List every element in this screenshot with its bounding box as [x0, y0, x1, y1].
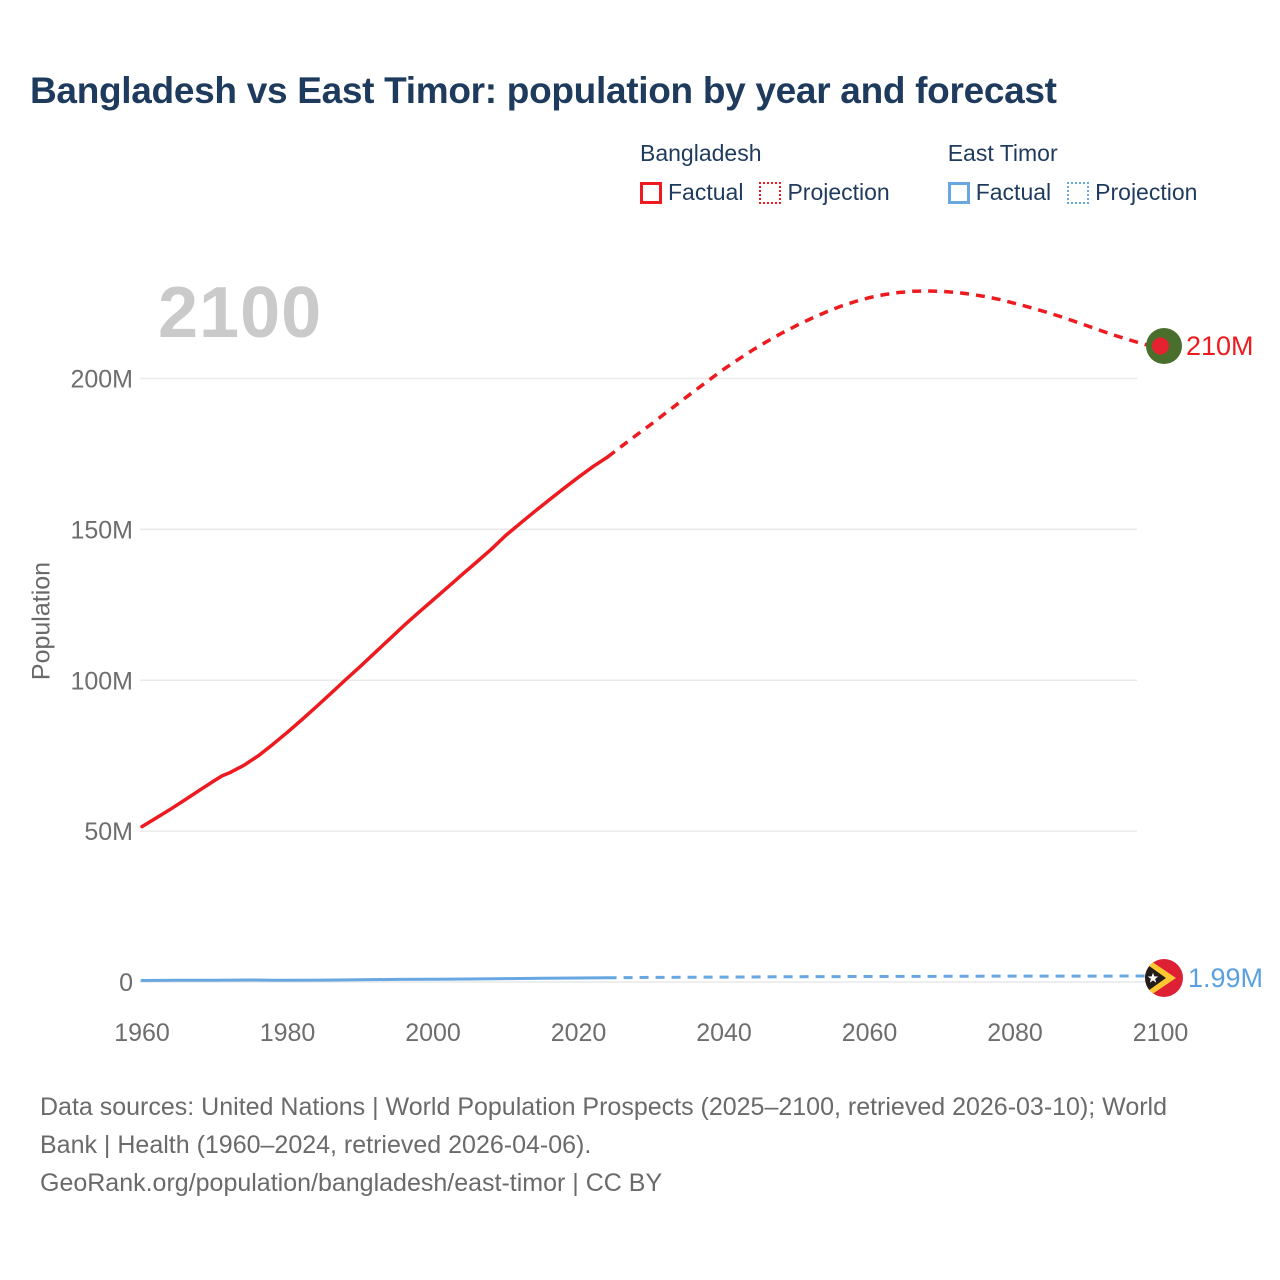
- legend-group-east-timor: East Timor Factual Projection: [947, 140, 1197, 206]
- series-line-east-timor-factual: [140, 976, 610, 982]
- legend-item-bangladesh-projection: Projection: [759, 179, 890, 206]
- solid-blue-swatch-icon: [947, 181, 970, 204]
- series-line-bangladesh-projection: [606, 289, 1161, 459]
- y-tick-label: 50M: [84, 818, 133, 846]
- x-tick-label: 1960: [114, 1019, 170, 1047]
- legend-group-title: Bangladesh: [640, 140, 762, 166]
- x-tick-label: 2060: [842, 1019, 898, 1047]
- legend: Bangladesh Factual Projection East Timor…: [640, 140, 1197, 206]
- data-sources-text: Data sources: United Nations | World Pop…: [40, 1093, 1168, 1159]
- dotted-red-swatch-icon: [759, 181, 782, 204]
- gridlines: [140, 377, 1176, 983]
- bangladesh-end-value-label: 210M: [1186, 331, 1254, 361]
- solid-red-swatch-icon: [640, 181, 662, 204]
- y-tick-label: 200M: [70, 366, 133, 394]
- east-timor-end-value-label: 1.99M: [1188, 963, 1263, 993]
- x-tick-label: 2080: [987, 1019, 1043, 1047]
- legend-item-east-timor-projection: Projection: [1067, 179, 1197, 206]
- y-tick-label: 100M: [70, 667, 133, 695]
- y-axis-tick-labels: 0 50M 100M 150M 200M: [70, 366, 133, 998]
- east-timor-flag-icon: [1145, 959, 1183, 997]
- x-tick-label: 2100: [1133, 1019, 1189, 1047]
- y-tick-label: 0: [119, 969, 133, 997]
- attribution-text: GeoRank.org/population/bangladesh/east-t…: [40, 1169, 663, 1197]
- dotted-blue-swatch-icon: [1067, 181, 1090, 204]
- chart-title: Bangladesh vs East Timor: population by …: [30, 70, 1057, 111]
- x-axis-tick-labels: 1960 1980 2000 2020 2040 2060 2080 2100: [114, 1019, 1188, 1047]
- bangladesh-flag-icon: [1146, 328, 1182, 364]
- legend-item-east-timor-factual: Factual: [947, 179, 1051, 206]
- legend-group-bangladesh: Bangladesh Factual Projection: [640, 140, 890, 206]
- series-line-bangladesh-factual: [140, 455, 610, 829]
- data-series: [140, 289, 1161, 982]
- series-line-east-timor-projection: [607, 974, 1161, 980]
- legend-item-bangladesh-factual: Factual: [640, 179, 743, 206]
- x-tick-label: 2040: [696, 1019, 752, 1047]
- x-tick-label: 2000: [405, 1019, 461, 1047]
- x-tick-label: 1980: [260, 1019, 316, 1047]
- legend-group-title: East Timor: [947, 140, 1058, 166]
- y-tick-label: 150M: [70, 516, 133, 544]
- watermark-year: 2100: [158, 273, 323, 353]
- footer: Data sources: United Nations | World Pop…: [40, 1088, 1230, 1202]
- x-tick-label: 2020: [551, 1019, 607, 1047]
